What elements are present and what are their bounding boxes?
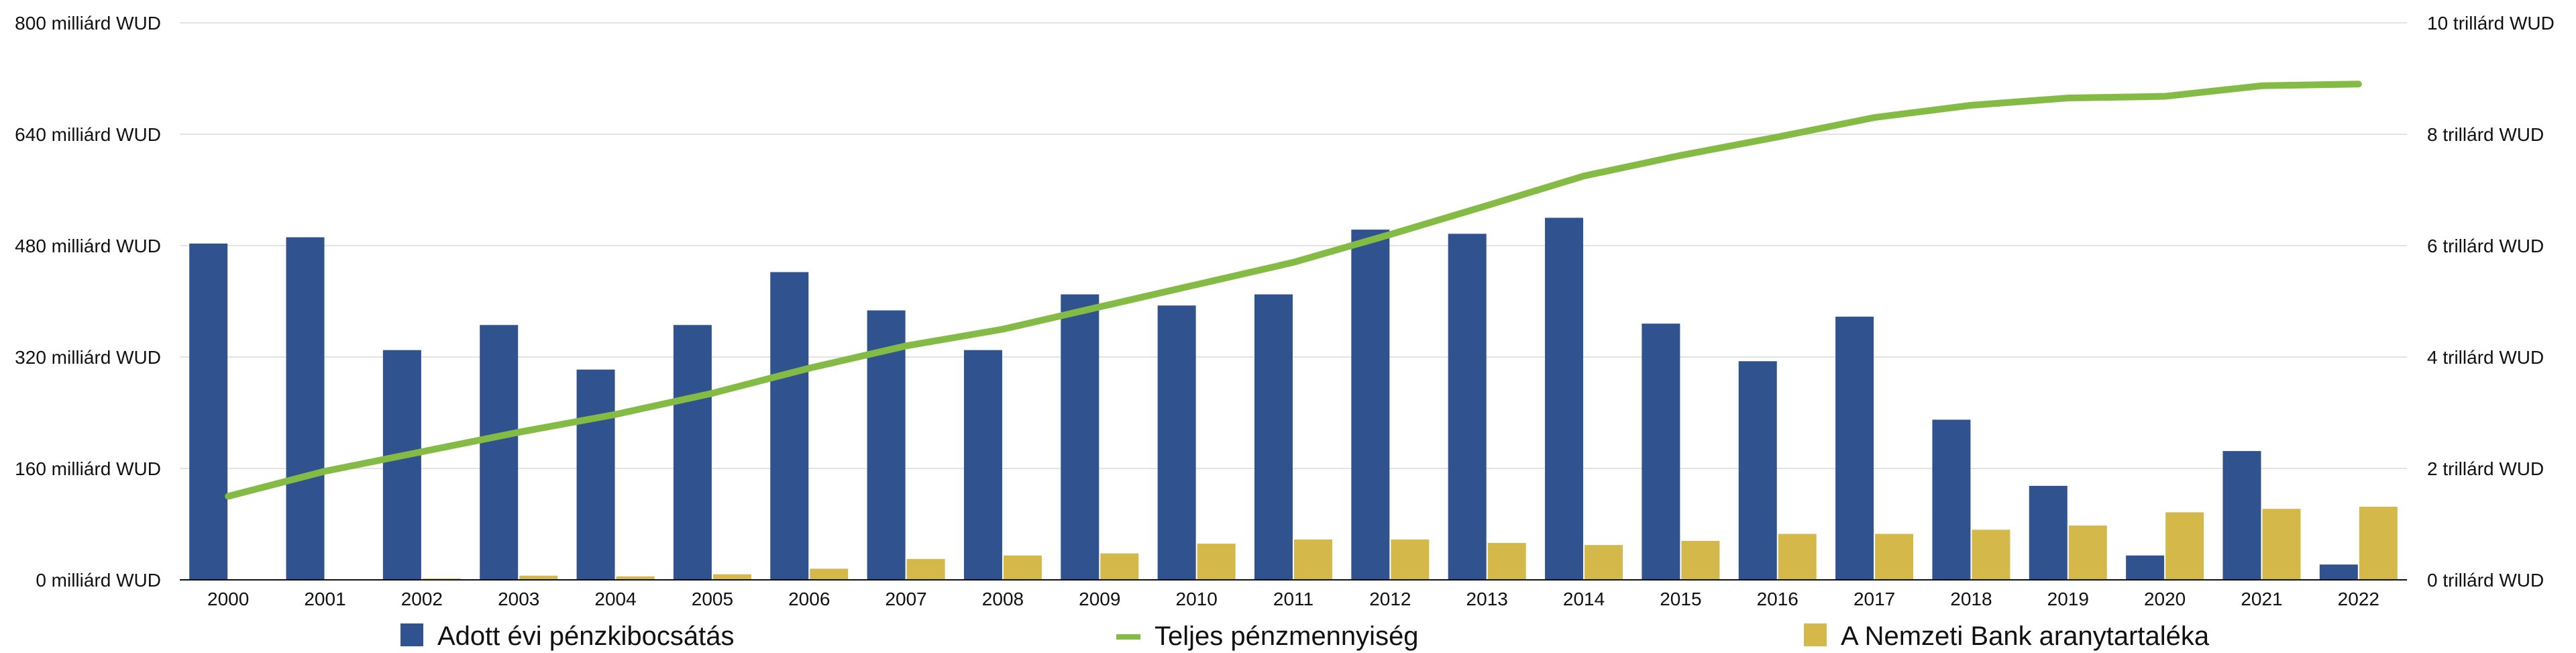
bar-issuance [1545,217,1584,580]
bar-gold-reserve [1487,543,1526,580]
bar-issuance [2029,485,2068,580]
x-tick-label: 2007 [885,589,926,609]
gridlines [180,22,2407,469]
bar-gold-reserve [422,578,461,580]
bar-gold-reserve [1003,555,1042,580]
x-tick-label: 2012 [1369,589,1411,609]
x-tick-label: 2000 [207,589,249,609]
x-tick-label: 2001 [304,589,345,609]
bar-gold-reserve [1681,540,1720,580]
bar-issuance [1932,419,1971,580]
bar-gold-reserve [616,576,655,580]
legend-label-issuance: Adott évi pénzkibocsátás [437,621,734,651]
legend-label-gold-reserve: A Nemzeti Bank aranytartaléka [1841,621,2210,651]
bar-gold-reserve [1585,545,1623,580]
bar-issuance [2222,451,2261,580]
left-tick-label: 800 milliárd WUD [15,13,161,34]
right-tick-label: 10 trillárd WUD [2427,13,2555,34]
x-tick-label: 2019 [2047,589,2089,609]
right-tick-label: 2 trillárd WUD [2427,458,2544,479]
left-axis-ticks: 0 milliárd WUD 160 milliárd WUD 320 milliá… [15,13,161,591]
x-tick-label: 2004 [594,589,636,609]
bar-gold-reserve [1294,539,1332,580]
x-tick-label: 2010 [1176,589,1218,609]
x-tick-label: 2021 [2241,589,2282,609]
x-tick-label: 2006 [788,589,830,609]
total-money-line-path [225,81,2362,500]
bar-issuance [1738,361,1777,580]
bar-issuance [189,243,228,580]
bar-gold-reserve [2165,512,2204,580]
legend-label-total-money: Teljes pénzmennyiség [1155,621,1419,651]
bar-issuance [1448,234,1487,580]
x-tick-label: 2013 [1466,589,1508,609]
bar-gold-reserve [906,558,945,580]
bar-issuance [480,325,519,580]
x-tick-label: 2020 [2144,589,2186,609]
bar-issuance [963,350,1002,580]
bar-gold-reserve [2262,509,2301,580]
bar-issuance [1351,230,1390,580]
x-tick-label: 2002 [401,589,443,609]
bar-issuance [673,325,712,580]
right-axis-ticks: 0 trillárd WUD 2 trillárd WUD 4 trillárd W… [2427,13,2555,591]
legend: Adott évi pénzkibocsátás Teljes pénzmenny… [400,621,2210,651]
bar-issuance [2126,555,2165,580]
left-tick-label: 480 milliárd WUD [15,236,161,256]
x-tick-label: 2008 [982,589,1024,609]
right-tick-label: 6 trillárd WUD [2427,236,2544,256]
bar-issuance [1254,294,1293,580]
left-tick-label: 320 milliárd WUD [15,347,161,368]
x-tick-label: 2022 [2338,589,2379,609]
bar-issuance [382,350,421,580]
right-tick-label: 0 trillárd WUD [2427,570,2544,591]
x-tick-label: 2005 [692,589,733,609]
bar-issuance [286,237,325,580]
bar-gold-reserve [1972,530,2010,580]
bar-issuance [576,369,615,580]
x-tick-label: 2003 [498,589,539,609]
bar-gold-reserve [1197,544,1236,580]
bar-gold-reserve [519,575,558,580]
bar-issuance [1061,294,1099,580]
bars [189,217,2398,580]
bar-gold-reserve [810,568,849,580]
bar-issuance [1835,316,1874,580]
left-tick-label: 160 milliárd WUD [15,458,161,479]
x-tick-label: 2014 [1563,589,1605,609]
bar-gold-reserve [1778,534,1817,580]
x-tick-label: 2018 [1950,589,1992,609]
left-tick-label: 640 milliárd WUD [15,124,161,145]
bar-gold-reserve [1875,534,1914,580]
x-tick-label: 2015 [1660,589,1701,609]
bar-gold-reserve [712,574,751,580]
x-tick-label: 2011 [1273,589,1313,609]
x-axis-ticks: 2000 2001 2002 2003 2004 2005 2006 2007 2008 2009… [207,589,2379,609]
bar-issuance [1642,323,1680,580]
left-tick-label: 0 milliárd WUD [36,570,161,591]
legend-swatch-issuance [400,623,423,646]
legend-swatch-gold-reserve [1804,623,1827,646]
x-tick-label: 2016 [1757,589,1799,609]
bar-gold-reserve [2359,507,2398,580]
bar-gold-reserve [2068,525,2107,580]
bar-issuance [2319,564,2358,580]
bar-gold-reserve [1391,539,1430,580]
bar-issuance [1157,305,1196,580]
right-tick-label: 8 trillárd WUD [2427,124,2544,145]
total-money-line [225,81,2362,500]
right-tick-label: 4 trillárd WUD [2427,347,2544,368]
x-tick-label: 2009 [1079,589,1120,609]
x-tick-label: 2017 [1854,589,1895,609]
bar-issuance [770,272,809,580]
bar-gold-reserve [1100,553,1139,580]
